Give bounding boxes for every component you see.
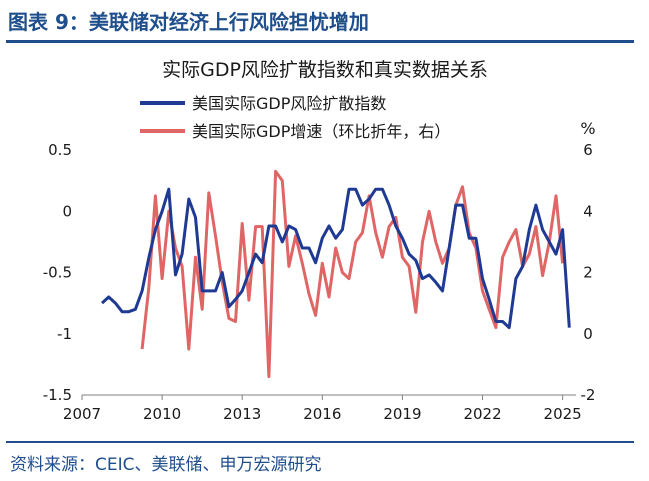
header-divider xyxy=(6,40,634,43)
x-tick-label: 2007 xyxy=(63,405,101,423)
x-tick-label: 2022 xyxy=(463,405,501,423)
y-right-tick-label: 6 xyxy=(583,141,593,159)
chart-title: 实际GDP风险扩散指数和真实数据关系 xyxy=(162,59,488,81)
right-axis-unit: % xyxy=(580,119,595,138)
y-right-tick-label: -2 xyxy=(581,386,596,404)
legend-label-gdp: 美国实际GDP增速（环比折年，右） xyxy=(192,122,450,141)
y-left-tick-label: 0 xyxy=(62,202,72,220)
footer-divider xyxy=(6,441,634,443)
y-right-tick-label: 2 xyxy=(583,264,593,282)
y-right-tick-label: 0 xyxy=(583,325,593,343)
x-tick-label: 2016 xyxy=(303,405,341,423)
x-tick-label: 2013 xyxy=(223,405,261,423)
legend: 美国实际GDP风险扩散指数 美国实际GDP增速（环比折年，右） xyxy=(140,94,450,141)
source-note: 资料来源：CEIC、美联储、申万宏源研究 xyxy=(10,455,322,475)
y-left-tick-label: -0.5 xyxy=(43,264,72,282)
legend-label-index: 美国实际GDP风险扩散指数 xyxy=(192,94,386,113)
plot-area: 2007 2010 2013 2016 2019 2022 2025 0.5 0 -0.5 -1 -1… xyxy=(43,141,596,423)
figure-title: 图表 9：美联储对经济上行风险担忧增加 xyxy=(8,10,369,34)
x-tick-label: 2010 xyxy=(143,405,181,423)
y-right-tick-label: 4 xyxy=(583,202,593,220)
x-tick-label: 2025 xyxy=(544,405,582,423)
series-line-risk-index xyxy=(100,187,571,330)
y-left-tick-label: -1.5 xyxy=(43,386,72,404)
series-line-gdp-growth xyxy=(140,169,565,379)
x-tick-label: 2019 xyxy=(383,405,421,423)
y-left-tick-label: -1 xyxy=(57,325,72,343)
chart: 实际GDP风险扩散指数和真实数据关系 美国实际GDP风险扩散指数 美国实际GDP… xyxy=(43,59,596,423)
y-left-tick-label: 0.5 xyxy=(48,141,72,159)
